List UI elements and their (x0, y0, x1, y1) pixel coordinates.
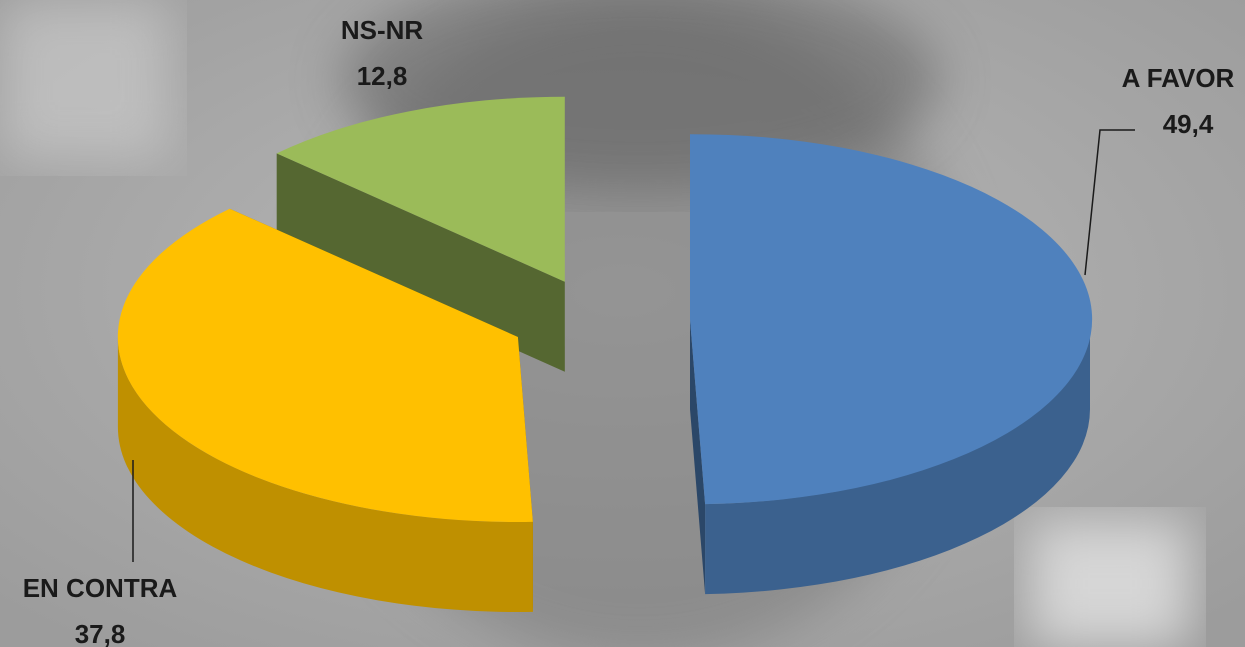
pie (117, 96, 1093, 613)
slice-side (690, 319, 706, 595)
slice (276, 96, 565, 282)
category-label: A FAVOR (1122, 63, 1235, 93)
value-label: 37,8 (75, 619, 126, 647)
category-label: EN CONTRA (23, 573, 178, 603)
value-label: 12,8 (357, 61, 408, 91)
slice-side (276, 153, 565, 372)
value-label: 49,4 (1163, 109, 1214, 139)
category-label: NS-NR (341, 15, 424, 45)
slice-wall (705, 319, 1090, 595)
slice (117, 208, 533, 523)
leader-line (1084, 129, 1135, 276)
labels: A FAVOR 49,4 EN CONTRA 37,8 NS-NR 12,8 (23, 15, 1235, 647)
slice-wall (117, 337, 533, 613)
slice (690, 134, 1093, 505)
